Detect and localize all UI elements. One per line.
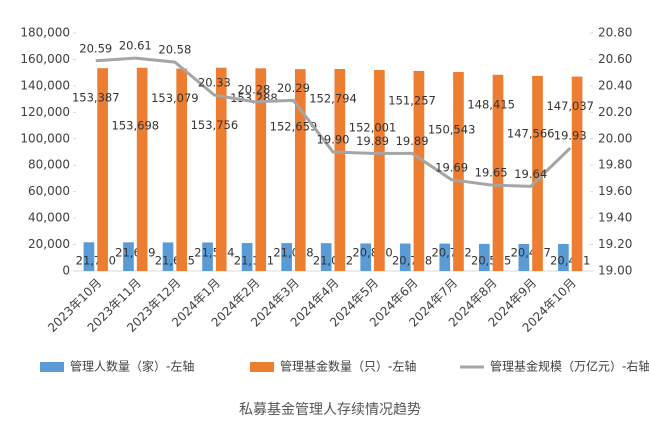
bar xyxy=(320,243,332,271)
bar xyxy=(215,67,227,271)
bar xyxy=(478,243,490,271)
y2-tick-label: 19.00 xyxy=(598,264,632,278)
line xyxy=(95,56,572,188)
legend-swatch xyxy=(40,362,64,372)
y2-tick-label: 20.20 xyxy=(598,105,632,119)
y-tick-label: 40,000 xyxy=(28,211,70,225)
value-label: 21,151 xyxy=(234,254,274,268)
value-label: 21,594 xyxy=(194,246,234,260)
bar xyxy=(281,243,292,271)
bar xyxy=(558,244,569,271)
value-label: 153,698 xyxy=(112,118,160,132)
bar xyxy=(176,68,188,271)
value-label: 20.58 xyxy=(158,43,191,57)
value-label: 21,032 xyxy=(313,254,353,268)
bar xyxy=(453,71,464,271)
y-tick-label: 160,000 xyxy=(20,52,70,66)
value-label: 20,457 xyxy=(511,246,551,260)
legend-label: 管理基金规模（万亿元）-右轴 xyxy=(490,359,649,374)
bar xyxy=(374,70,385,271)
bar xyxy=(518,243,530,271)
value-label: 20,860 xyxy=(352,246,392,260)
value-label: 20.59 xyxy=(79,41,112,55)
value-label: 20,768 xyxy=(392,254,432,268)
y2-tick-label: 19.20 xyxy=(598,237,632,251)
value-label: 20.28 xyxy=(237,82,270,96)
value-label: 19.65 xyxy=(475,166,508,180)
value-label: 147,566 xyxy=(507,126,555,140)
value-label: 20.33 xyxy=(198,76,231,90)
value-label: 19.89 xyxy=(356,134,389,148)
bar xyxy=(294,69,306,271)
value-label: 152,794 xyxy=(309,91,357,105)
value-label: 20,732 xyxy=(431,246,471,260)
value-label: 20,505 xyxy=(471,254,511,268)
value-label: 21,625 xyxy=(155,254,195,268)
value-label: 150,543 xyxy=(428,122,476,136)
legend-label: 管理人数量（家）-左轴 xyxy=(70,359,194,374)
bar xyxy=(571,76,583,271)
y2-tick-label: 20.80 xyxy=(598,26,632,40)
bar xyxy=(123,242,134,271)
y-tick-label: 180,000 xyxy=(20,26,70,40)
bar xyxy=(399,243,411,271)
y-tick-label: 140,000 xyxy=(20,78,70,92)
y-tick-label: 100,000 xyxy=(20,131,70,145)
value-label: 19.64 xyxy=(514,167,547,181)
value-label: 20.61 xyxy=(119,39,152,53)
bar xyxy=(532,75,543,272)
value-label: 21,098 xyxy=(273,246,313,260)
bar xyxy=(162,242,174,271)
value-label: 19.89 xyxy=(396,134,429,148)
bar xyxy=(255,68,267,271)
bar xyxy=(334,68,346,271)
value-label: 147,037 xyxy=(546,99,594,113)
bar xyxy=(136,67,148,271)
value-label: 21,720 xyxy=(76,254,116,268)
y2-tick-label: 19.80 xyxy=(598,158,632,172)
y-tick-label: 80,000 xyxy=(28,158,70,172)
value-label: 152,001 xyxy=(349,121,397,135)
value-label: 153,756 xyxy=(191,118,239,132)
value-label: 152,659 xyxy=(270,120,318,134)
bar xyxy=(202,242,213,271)
bar xyxy=(241,243,253,271)
y2-tick-label: 20.60 xyxy=(598,52,632,66)
value-label: 20,411 xyxy=(550,254,590,268)
value-label: 19.93 xyxy=(554,129,587,143)
value-label: 20.29 xyxy=(277,81,310,95)
y-tick-label: 120,000 xyxy=(20,105,70,119)
legend-swatch xyxy=(250,362,274,372)
value-label: 19.90 xyxy=(317,133,350,147)
y2-tick-label: 19.40 xyxy=(598,211,632,225)
value-label: 153,387 xyxy=(72,91,120,105)
value-label: 19.69 xyxy=(435,160,468,174)
bar xyxy=(492,74,504,271)
bar xyxy=(360,243,372,271)
value-label: 153,079 xyxy=(151,91,199,105)
y-tick-label: 20,000 xyxy=(28,237,70,251)
y-tick-label: 60,000 xyxy=(28,184,70,198)
bar xyxy=(439,243,451,271)
y2-tick-label: 20.40 xyxy=(598,78,632,92)
value-label: 148,415 xyxy=(467,97,515,111)
y2-tick-label: 19.60 xyxy=(598,184,632,198)
value-label: 151,257 xyxy=(388,94,436,108)
bar xyxy=(97,68,108,272)
chart-title: 私募基金管理人存续情况趋势 xyxy=(239,401,421,418)
y2-tick-label: 20.00 xyxy=(598,131,632,145)
bar xyxy=(83,242,95,271)
value-label: 21,699 xyxy=(115,246,155,260)
y-tick-label: 0 xyxy=(62,264,70,278)
legend-label: 管理基金数量（只）-左轴 xyxy=(280,359,416,374)
bar xyxy=(413,71,425,271)
